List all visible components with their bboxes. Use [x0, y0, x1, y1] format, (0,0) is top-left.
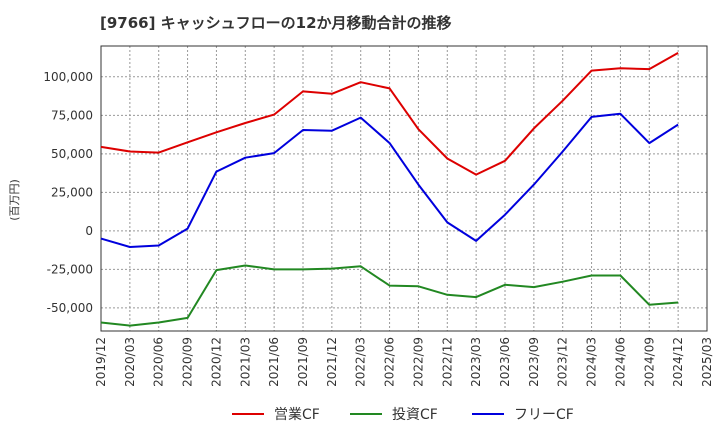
x-tick-label: 2024/06 [613, 337, 627, 387]
series-line-2 [100, 264, 679, 327]
x-tick-label: 2020/06 [152, 337, 166, 387]
y-tick-label: -50,000 [47, 301, 93, 315]
x-tick-label: 2022/09 [411, 337, 425, 387]
y-axis: -50,000 -25,000 0 25,000 50,000 75,000 100,000 [43, 70, 93, 315]
x-tick-label: 2023/09 [527, 337, 541, 387]
x-tick-label: 2024/03 [585, 337, 599, 387]
y-tick-label: 100,000 [43, 70, 93, 84]
x-tick-label: 2024/09 [642, 337, 656, 387]
chart-title: [9766] キャッシュフローの12か月移動合計の推移 [100, 14, 452, 32]
plot-frame [100, 45, 708, 332]
x-tick-label: 2023/03 [469, 337, 483, 387]
grid [101, 46, 707, 331]
y-tick-label: 0 [85, 224, 93, 238]
legend-label-2: 投資CF [392, 407, 438, 423]
y-axis-label: (百万円) [8, 179, 21, 221]
x-tick-label: 2020/03 [123, 337, 137, 387]
x-tick-label: 2023/06 [498, 337, 512, 387]
x-tick-label: 2023/12 [556, 337, 570, 387]
x-tick-label: 2025/03 [700, 337, 714, 387]
y-tick-label: -25,000 [47, 262, 93, 276]
x-tick-label: 2024/12 [671, 337, 685, 387]
legend-label-3: フリーCF [514, 407, 574, 423]
x-tick-label: 2022/03 [354, 337, 368, 387]
x-tick-label: 2020/09 [181, 337, 195, 387]
y-tick-label: 25,000 [51, 185, 93, 199]
legend-label-1: 営業CF [274, 407, 320, 423]
x-tick-label: 2020/12 [209, 337, 223, 387]
x-tick-label: 2021/03 [238, 337, 252, 387]
x-tick-label: 2021/09 [296, 337, 310, 387]
series-line-1 [100, 52, 679, 176]
x-axis: 2019/12 2020/03 2020/06 2020/09 2020/12 2021/… [94, 337, 714, 387]
series-lines [100, 52, 679, 327]
series-line-3 [100, 112, 679, 248]
x-tick-label: 2019/12 [94, 337, 108, 387]
x-tick-label: 2021/12 [325, 337, 339, 387]
x-tick-label: 2022/12 [440, 337, 454, 387]
y-tick-label: 75,000 [51, 108, 93, 122]
x-tick-label: 2022/06 [383, 337, 397, 387]
legend: 営業CF 投資CF フリーCF [232, 407, 574, 423]
y-tick-label: 50,000 [51, 147, 93, 161]
x-tick-label: 2021/06 [267, 337, 281, 387]
